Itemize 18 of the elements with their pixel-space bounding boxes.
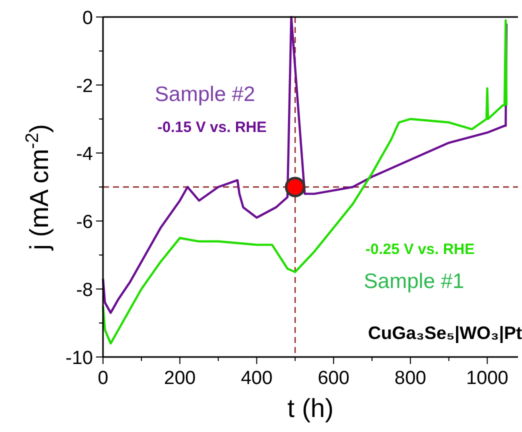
annotation: -0.15 V vs. RHE bbox=[157, 119, 267, 136]
annotation: Sample #1 bbox=[364, 270, 464, 293]
annotation: Sample #2 bbox=[154, 83, 256, 106]
x-axis-title: t (h) bbox=[287, 393, 334, 423]
y-tick-label: -4 bbox=[76, 144, 94, 165]
x-tick-label: 600 bbox=[318, 368, 350, 389]
x-tick-label: 1000 bbox=[466, 368, 508, 389]
x-tick-label: 0 bbox=[98, 368, 108, 389]
y-tick-label: -2 bbox=[76, 76, 93, 97]
annotation: CuGa₃Se₅|WO₃|Pt bbox=[368, 323, 522, 343]
y-tick-label: -8 bbox=[76, 280, 93, 301]
x-tick-label: 400 bbox=[240, 368, 273, 389]
y-tick-label: -6 bbox=[76, 212, 93, 233]
x-tick-label: 800 bbox=[394, 368, 426, 389]
y-tick-label: -10 bbox=[66, 348, 93, 369]
y-tick-label: 0 bbox=[82, 8, 93, 29]
x-tick-label: 200 bbox=[164, 368, 196, 389]
annotation: -0.25 V vs. RHE bbox=[365, 241, 475, 258]
